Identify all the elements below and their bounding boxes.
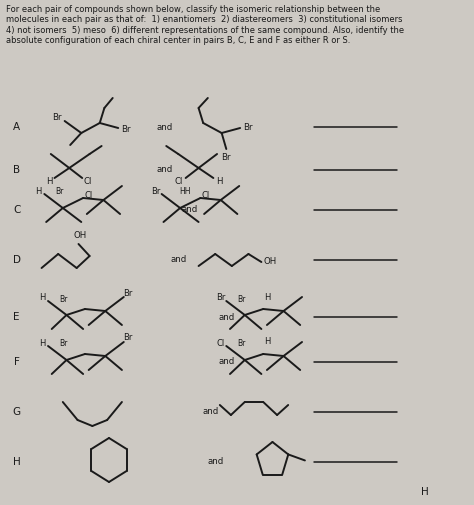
Text: and: and xyxy=(218,358,235,367)
Text: D: D xyxy=(13,255,21,265)
Text: Br: Br xyxy=(59,294,67,304)
Text: OH: OH xyxy=(74,231,87,240)
Text: H: H xyxy=(264,292,270,301)
Text: Cl: Cl xyxy=(83,177,92,186)
Text: E: E xyxy=(13,312,20,322)
Text: Br: Br xyxy=(121,125,130,133)
Text: F: F xyxy=(14,357,19,367)
Text: Br: Br xyxy=(237,294,246,304)
Text: Br: Br xyxy=(123,333,132,342)
Text: Br: Br xyxy=(221,153,231,162)
Text: Br: Br xyxy=(243,124,252,132)
Text: H: H xyxy=(46,177,52,186)
Text: and: and xyxy=(170,256,186,265)
Text: Cl: Cl xyxy=(174,177,182,186)
Text: H: H xyxy=(39,338,46,347)
Text: OH: OH xyxy=(264,257,277,266)
Text: Br: Br xyxy=(237,339,246,348)
Text: Br: Br xyxy=(53,114,62,123)
Text: Br: Br xyxy=(216,293,226,302)
Text: Br: Br xyxy=(151,186,161,195)
Text: Br: Br xyxy=(55,187,64,196)
Text: Br: Br xyxy=(59,339,67,348)
Text: G: G xyxy=(13,407,21,417)
Text: C: C xyxy=(13,205,20,215)
Text: H: H xyxy=(264,337,270,346)
Text: and: and xyxy=(202,408,219,417)
Text: H: H xyxy=(216,177,222,186)
Text: and: and xyxy=(218,313,235,322)
Text: H: H xyxy=(39,293,46,302)
Text: Cl: Cl xyxy=(217,338,225,347)
Text: H: H xyxy=(421,487,429,497)
Text: Cl: Cl xyxy=(202,190,210,199)
Text: For each pair of compounds shown below, classify the isomeric relationship betwe: For each pair of compounds shown below, … xyxy=(7,5,405,45)
Text: H: H xyxy=(36,186,42,195)
Text: H: H xyxy=(13,457,20,467)
Text: B: B xyxy=(13,165,20,175)
Text: A: A xyxy=(13,122,20,132)
Text: Br: Br xyxy=(123,288,132,297)
Text: and: and xyxy=(156,123,173,131)
Text: HH: HH xyxy=(179,186,191,195)
Text: and: and xyxy=(181,206,198,215)
Text: Cl: Cl xyxy=(84,190,93,199)
Text: and: and xyxy=(156,166,173,175)
Text: and: and xyxy=(207,458,223,467)
